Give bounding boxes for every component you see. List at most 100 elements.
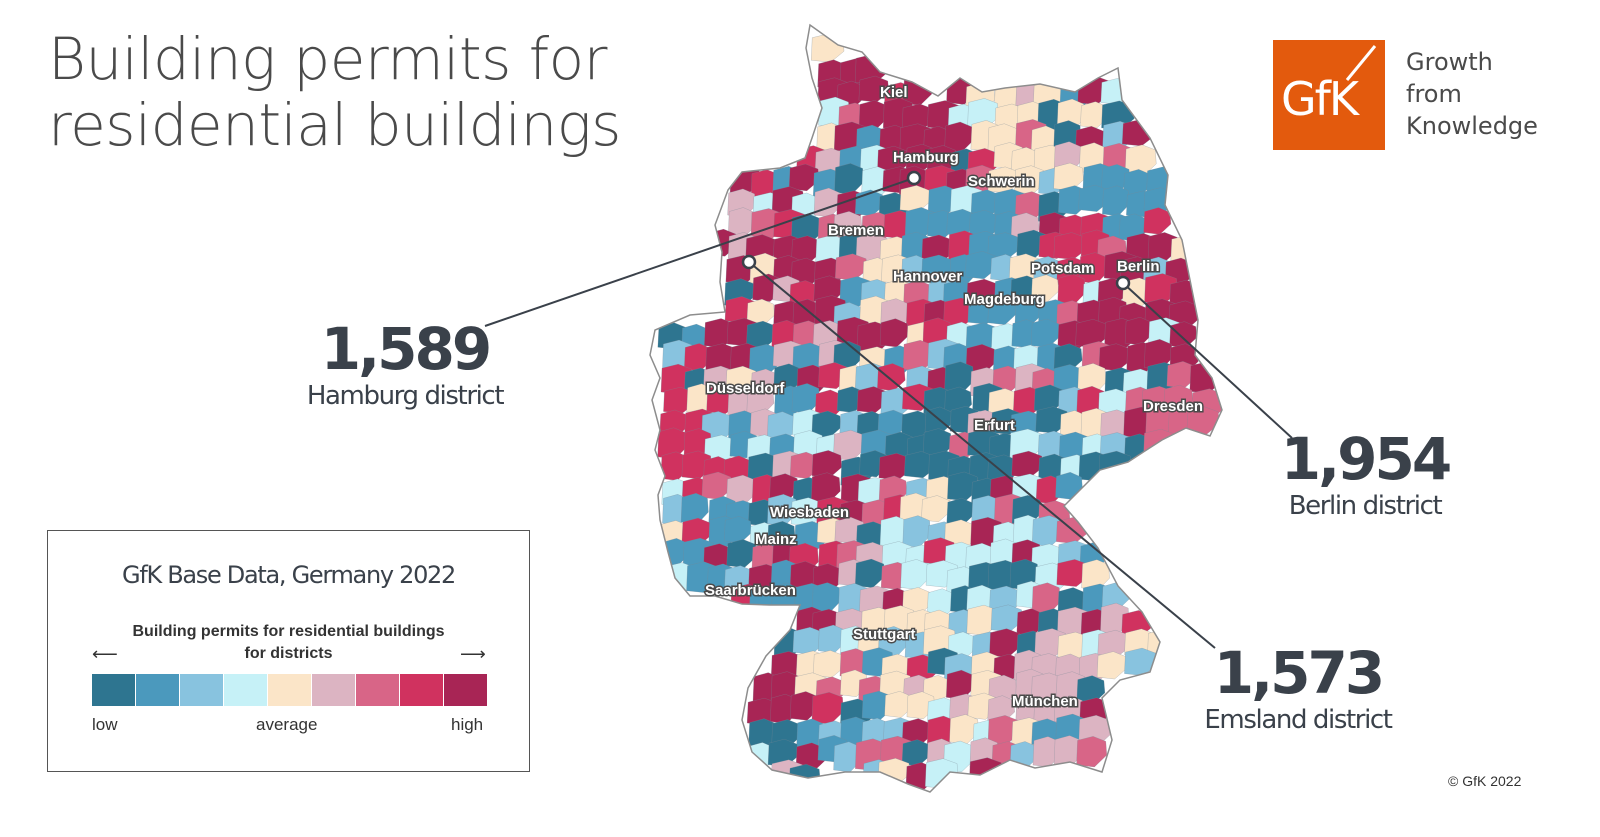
marker-emsland <box>741 254 757 270</box>
district-area <box>877 758 911 785</box>
callout-hamburg-label: Hamburg district <box>306 381 505 411</box>
district-area <box>788 764 821 792</box>
leader-line-emsland <box>748 261 1216 649</box>
district-area <box>834 163 864 195</box>
district-area <box>835 253 868 281</box>
title-line-2: residential buildings <box>48 91 621 159</box>
legend-high-label: high <box>451 715 484 734</box>
city-label: Berlin <box>1117 258 1160 275</box>
district-area <box>854 558 886 588</box>
scale-swatch-2 <box>136 674 179 706</box>
gfk-logo-mark: GfK <box>1281 72 1361 126</box>
copyright: © GfK 2022 <box>1448 773 1522 789</box>
district-area <box>1143 207 1172 235</box>
city-label: München <box>1012 693 1078 710</box>
city-label: Dresden <box>1143 398 1203 415</box>
legend-subtitle: Building permits for residential buildin… <box>108 621 469 665</box>
legend-title: GfK Base Data, Germany 2022 <box>122 561 456 589</box>
district-area <box>1055 472 1083 500</box>
gfk-tagline: Growth from Knowledge <box>1406 46 1538 142</box>
district-area <box>1030 318 1061 348</box>
scale-swatch-9 <box>444 674 487 706</box>
district-area <box>879 318 909 348</box>
city-label: Bremen <box>828 222 884 239</box>
district-tiles <box>657 33 1222 792</box>
district-area <box>989 628 1022 658</box>
scale-swatch-8 <box>400 674 443 706</box>
city-label: Magdeburg <box>964 291 1045 308</box>
city-label: Potsdam <box>1031 260 1094 277</box>
callout-berlin-value: 1,954 <box>1280 425 1452 493</box>
legend-subtitle-line-1: Building permits for residential buildin… <box>132 623 445 640</box>
city-label: Saarbrücken <box>705 582 796 599</box>
callout-emsland-label: Emsland district <box>1204 705 1393 735</box>
page-title: Building permits for residential buildin… <box>48 26 621 158</box>
legend: GfK Base Data, Germany 2022 Building per… <box>47 530 530 772</box>
tagline-line-3: Knowledge <box>1406 112 1538 140</box>
callout-berlin: 1,954 Berlin district <box>1260 428 1470 522</box>
scale-swatch-6 <box>312 674 355 706</box>
callout-hamburg-value: 1,589 <box>320 315 492 383</box>
district-area <box>724 516 752 544</box>
district-area <box>1102 185 1130 217</box>
district-area <box>1169 321 1198 348</box>
germany-border <box>649 23 1223 793</box>
district-area <box>901 739 931 767</box>
city-label: Düsseldorf <box>706 380 785 397</box>
gfk-logo: GfK <box>1273 40 1385 150</box>
district-area <box>921 495 951 523</box>
district-area <box>925 758 959 789</box>
leader-line-hamburg <box>484 177 915 327</box>
scale-swatch-3 <box>180 674 223 706</box>
legend-subtitle-line-2: for districts <box>244 645 333 662</box>
leader-line-berlin <box>1122 282 1293 439</box>
district-area <box>1143 428 1177 460</box>
city-label: Kiel <box>880 84 908 101</box>
title-line-1: Building permits for <box>48 25 607 93</box>
callout-berlin-label: Berlin district <box>1288 491 1443 521</box>
city-label: Mainz <box>755 531 797 548</box>
callout-emsland-value: 1,573 <box>1213 639 1385 707</box>
scale-swatch-5 <box>268 674 311 706</box>
district-area <box>1189 361 1222 394</box>
tagline-line-1: Growth <box>1406 48 1493 76</box>
district-area <box>1098 343 1131 372</box>
district-area <box>969 757 1003 784</box>
legend-low-label: low <box>92 715 118 734</box>
city-label: Wiesbaden <box>770 504 849 521</box>
tagline-line-2: from <box>1406 80 1462 108</box>
district-area <box>1076 736 1108 768</box>
district-area <box>1081 559 1110 591</box>
district-area <box>1124 647 1157 676</box>
city-label: Stuttgart <box>853 626 916 643</box>
legend-average-label: average <box>256 715 318 734</box>
callout-hamburg: 1,589 Hamburg district <box>300 318 510 412</box>
right-arrow-icon: ⟶ <box>460 644 486 664</box>
district-area <box>1100 78 1132 105</box>
left-arrow-icon: ⟵ <box>92 644 118 664</box>
city-labels: Kiel Hamburg Schwerin Bremen Potsdam Berlin Ha… <box>704 83 1205 712</box>
district-area <box>899 185 931 212</box>
city-label: Erfurt <box>974 417 1015 434</box>
scale-swatch-4 <box>224 674 267 706</box>
district-area <box>1057 274 1086 305</box>
district-area <box>900 559 930 590</box>
district-area <box>1011 450 1044 478</box>
district-area <box>1096 651 1127 680</box>
city-label: Schwerin <box>968 173 1035 190</box>
district-area <box>811 692 844 725</box>
callout-leader-lines <box>484 170 1293 649</box>
callout-emsland: 1,573 Emsland district <box>1188 642 1408 736</box>
district-area <box>1170 234 1204 263</box>
district-area <box>1053 162 1084 191</box>
scale-swatch-7 <box>356 674 399 706</box>
marker-hamburg <box>906 170 922 186</box>
marker-berlin <box>1115 275 1131 291</box>
color-scale <box>92 674 488 706</box>
city-label: Hamburg <box>893 149 959 166</box>
district-area <box>813 650 845 678</box>
scale-swatch-1 <box>92 674 135 706</box>
district-area <box>1124 316 1153 346</box>
city-label: Hannover <box>893 268 962 285</box>
